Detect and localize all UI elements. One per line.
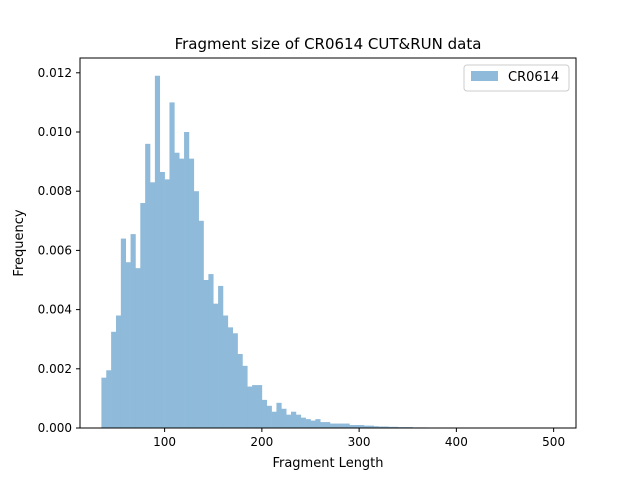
y-axis-label: Frequency [12, 209, 27, 276]
histogram-bar [329, 423, 336, 428]
x-tick-label: 300 [348, 435, 371, 449]
histogram-bar [393, 426, 399, 428]
x-tick-label: 400 [445, 435, 468, 449]
histogram-bar [237, 354, 243, 428]
histogram-bar [315, 419, 321, 428]
histogram-bar [266, 405, 272, 428]
y-axis-ticks: 0.000 0.002 0.004 0.006 0.008 0.010 0.012 [38, 66, 80, 435]
y-tick-label: 0.012 [38, 66, 72, 80]
legend-label: CR0614 [508, 70, 559, 85]
bars-group [101, 75, 428, 429]
histogram-bar [198, 220, 204, 428]
histogram-bar [145, 143, 151, 428]
histogram-bar [271, 411, 277, 428]
histogram-bar [232, 333, 238, 428]
histogram-bar [334, 423, 340, 428]
histogram-bar [247, 386, 253, 428]
histogram-bar [286, 414, 292, 428]
x-axis-ticks: 100 200 300 400 500 [153, 428, 565, 449]
histogram-bar [125, 262, 131, 428]
histogram-bar [242, 365, 248, 428]
histogram-bar [154, 75, 161, 428]
histogram-bar [383, 426, 389, 428]
histogram-bar [373, 426, 379, 428]
histogram-bar [169, 102, 175, 429]
histogram-bar [222, 315, 229, 428]
histogram-bar [281, 408, 287, 428]
histogram-bar [179, 158, 185, 428]
y-tick-label: 0.010 [38, 125, 72, 139]
histogram-bar [261, 399, 268, 428]
histogram-bar [359, 425, 365, 428]
x-axis-label: Fragment Length [272, 456, 383, 471]
histogram-bar [310, 420, 316, 428]
histogram-bar [184, 132, 190, 428]
histogram-bar [213, 303, 219, 428]
y-tick-label: 0.008 [38, 184, 72, 198]
histogram-bar [120, 238, 127, 428]
plot-frame [79, 57, 577, 429]
histogram-bar [115, 315, 122, 428]
histogram-bar [305, 419, 311, 428]
x-tick-label: 200 [250, 435, 273, 449]
histogram-bar [344, 423, 350, 428]
histogram-bar [130, 234, 136, 428]
histogram-bar [349, 425, 355, 428]
histogram-bar [295, 414, 302, 428]
y-tick-label: 0.000 [38, 421, 72, 435]
x-tick-label: 500 [542, 435, 565, 449]
histogram-bar [252, 385, 258, 428]
histogram-bar [363, 425, 370, 428]
histogram-bar [159, 171, 165, 428]
histogram-bar [135, 268, 141, 428]
histogram-bar [106, 370, 112, 428]
histogram-bar [378, 426, 384, 428]
y-tick-label: 0.002 [38, 362, 72, 376]
legend-swatch [471, 71, 498, 81]
histogram-bar [300, 417, 306, 428]
histogram-bar [218, 285, 224, 428]
histogram-bar [354, 425, 360, 428]
histogram-bar [291, 411, 297, 428]
legend: CR0614 [463, 64, 570, 92]
histogram-bar [368, 425, 375, 428]
histogram-bar [227, 327, 233, 428]
histogram-bar [101, 377, 107, 428]
histogram-bar [339, 423, 345, 428]
y-tick-label: 0.006 [38, 243, 72, 257]
histogram-bar [193, 191, 199, 428]
histogram-bar [388, 426, 394, 428]
histogram-bar [150, 182, 156, 428]
histogram-bar [111, 331, 117, 428]
histogram-bar [203, 280, 209, 428]
chart-title: Fragment size of CR0614 CUT&RUN data [175, 35, 482, 53]
histogram-bar [325, 422, 331, 428]
x-tick-label: 100 [153, 435, 176, 449]
histogram-bar [320, 422, 326, 428]
y-tick-label: 0.004 [38, 303, 72, 317]
histogram-bar [208, 274, 214, 428]
histogram-bar [276, 402, 282, 428]
histogram-bar [164, 179, 170, 428]
histogram-bar [257, 385, 263, 428]
histogram-bar [174, 152, 180, 428]
histogram-bar [140, 203, 146, 428]
histogram-bar [188, 158, 195, 428]
